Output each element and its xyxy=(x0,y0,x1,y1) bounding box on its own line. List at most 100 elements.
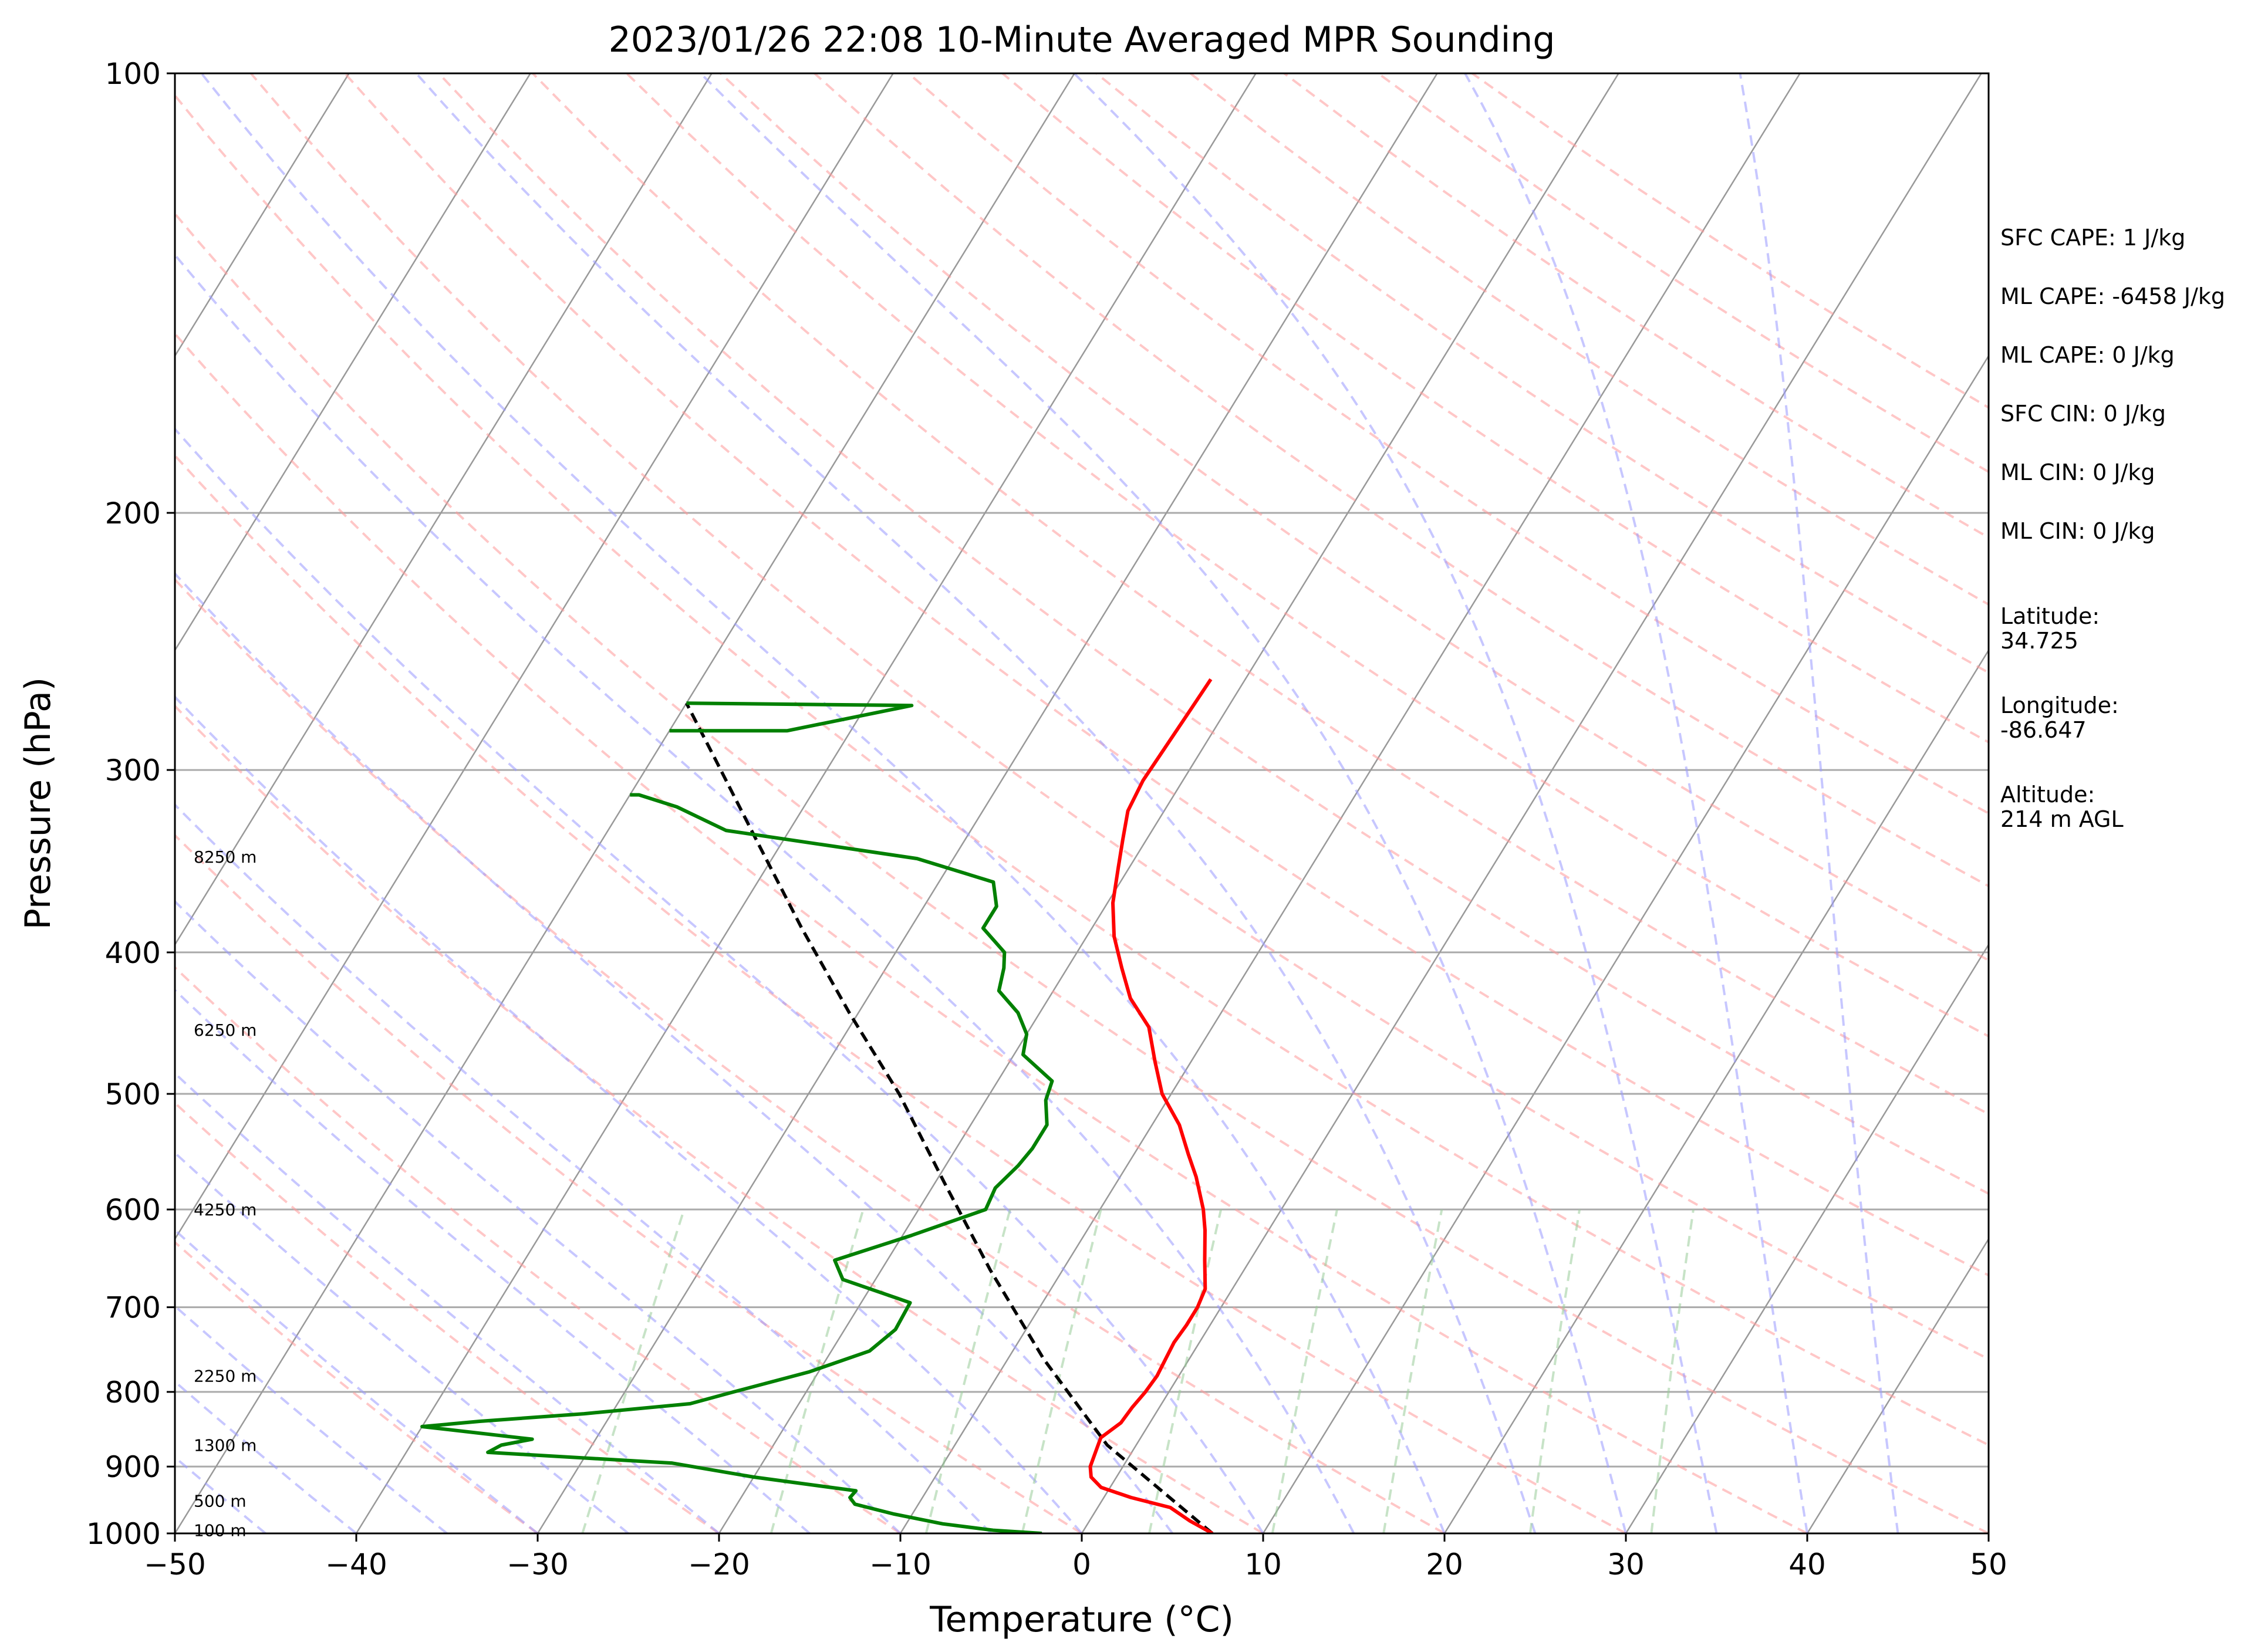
isotherm xyxy=(1081,73,1982,1533)
dry-adiabat xyxy=(175,1241,539,1533)
moist-adiabat xyxy=(700,73,1627,1533)
moist-adiabat xyxy=(1739,73,1899,1533)
isotherm xyxy=(175,73,350,357)
y-tick-label: 300 xyxy=(105,753,161,788)
height-label: 2250 m xyxy=(194,1367,256,1386)
location-value: 34.725 xyxy=(2000,628,2078,654)
moist-adiabat xyxy=(175,1072,720,1533)
isotherm xyxy=(1806,1237,1989,1533)
x-tick-label: −30 xyxy=(507,1547,569,1582)
moist-adiabat xyxy=(415,73,1537,1533)
mixing-ratio-line xyxy=(924,1209,1011,1533)
dry-adiabat xyxy=(249,73,1989,1361)
dry-adiabat xyxy=(175,332,1808,1533)
mixing-ratio-line xyxy=(1650,1209,1695,1533)
isotherm xyxy=(536,73,1438,1533)
y-tick-label: 800 xyxy=(105,1376,161,1410)
y-axis-title: Pressure (hPa) xyxy=(18,677,59,930)
x-tick-label: 10 xyxy=(1244,1547,1282,1582)
x-tick-label: 40 xyxy=(1788,1547,1826,1582)
stat-line: ML CIN: 0 J/kg xyxy=(2000,459,2155,485)
dry-adiabat xyxy=(175,93,1989,1447)
mixing-ratio-line xyxy=(1271,1209,1338,1533)
x-tick-label: 50 xyxy=(1970,1547,2007,1582)
dewpoint-spike-line xyxy=(669,701,914,733)
x-axis-title: Temperature (°C) xyxy=(929,1599,1234,1640)
stat-line: ML CAPE: -6458 J/kg xyxy=(2000,283,2225,309)
dewpoint-line xyxy=(420,793,1054,1533)
height-label: 1300 m xyxy=(194,1436,256,1455)
moist-adiabat xyxy=(175,253,1355,1533)
background-lines xyxy=(175,73,1989,1533)
location-label: Altitude: xyxy=(2000,782,2095,807)
y-tick-label: 700 xyxy=(105,1291,161,1325)
data-lines xyxy=(420,678,1214,1533)
stat-line: ML CIN: 0 J/kg xyxy=(2000,518,2155,544)
x-tick-label: 0 xyxy=(1072,1547,1091,1582)
mixing-ratio-line xyxy=(1021,1209,1102,1533)
dry-adiabat xyxy=(814,73,1989,888)
temperature-line xyxy=(1088,678,1213,1533)
isotherm xyxy=(1262,354,1989,1533)
isotherm xyxy=(175,73,531,652)
dry-adiabat xyxy=(175,704,1264,1533)
mixing-ratio-line xyxy=(1528,1209,1581,1533)
moist-adiabat xyxy=(175,695,1083,1533)
dry-adiabat xyxy=(720,73,1989,962)
dry-adiabat xyxy=(175,833,1083,1533)
dry-adiabat xyxy=(175,212,1989,1533)
y-tick-label: 100 xyxy=(105,57,161,91)
dry-adiabat xyxy=(438,73,1989,1195)
y-tick-label: 400 xyxy=(105,936,161,970)
x-tick-label: −40 xyxy=(325,1547,387,1582)
stat-line: SFC CIN: 0 J/kg xyxy=(2000,401,2166,427)
moist-adiabat xyxy=(175,1380,357,1533)
height-labels: 100 m 500 m 1300 m 2250 m 4250 m 6250 m 8250 m xyxy=(194,847,256,1540)
sounding-stats: SFC CAPE: 1 J/kg ML CAPE: -6458 J/kg ML CA… xyxy=(2000,225,2225,832)
moist-adiabat xyxy=(175,900,902,1533)
dry-adiabat xyxy=(532,73,1989,1116)
x-tick-label: −50 xyxy=(144,1547,206,1582)
y-tick-label: 500 xyxy=(105,1077,161,1111)
dry-adiabat xyxy=(175,454,1626,1533)
x-tick-label: −10 xyxy=(869,1547,932,1582)
x-axis: −50 −40 −30 −20 −10 0 10 20 30 40 50 xyxy=(144,1533,2007,1582)
y-axis: 100 200 300 400 500 600 700 800 900 1000 xyxy=(86,57,175,1551)
isotherm xyxy=(175,73,1075,1533)
moist-adiabat xyxy=(175,427,1264,1533)
dry-adiabat xyxy=(175,577,1445,1533)
dry-adiabat xyxy=(175,1101,720,1533)
stat-line: ML CAPE: 0 J/kg xyxy=(2000,342,2175,368)
y-tick-label: 1000 xyxy=(86,1517,161,1551)
moist-adiabat xyxy=(175,988,811,1533)
height-label: 6250 m xyxy=(194,1021,256,1040)
x-tick-label: 30 xyxy=(1607,1547,1645,1582)
isotherm xyxy=(1625,943,1989,1533)
isotherm xyxy=(1443,648,1989,1533)
location-value: 214 m AGL xyxy=(2000,806,2124,832)
mixing-ratio-line xyxy=(1382,1209,1443,1533)
location-label: Latitude: xyxy=(2000,603,2100,629)
location-value: -86.647 xyxy=(2000,717,2087,743)
x-tick-label: 20 xyxy=(1426,1547,1463,1582)
chart-title: 2023/01/26 22:08 10-Minute Averaged MPR … xyxy=(609,19,1555,60)
dry-adiabat xyxy=(344,73,1989,1277)
y-tick-label: 900 xyxy=(105,1450,161,1484)
height-label: 100 m xyxy=(194,1521,247,1540)
moist-adiabat xyxy=(200,73,1446,1533)
height-label: 8250 m xyxy=(194,847,256,867)
dry-adiabat xyxy=(626,73,1989,1038)
dry-adiabat xyxy=(1095,73,1989,674)
stat-line: SFC CAPE: 1 J/kg xyxy=(2000,225,2185,251)
isotherm xyxy=(175,73,894,1241)
moist-adiabat xyxy=(175,1305,448,1533)
isotherm xyxy=(355,73,1257,1533)
moist-adiabat xyxy=(1073,73,1718,1533)
height-label: 500 m xyxy=(194,1492,247,1511)
isotherm xyxy=(899,73,1801,1533)
x-tick-label: −20 xyxy=(688,1547,750,1582)
height-label: 4250 m xyxy=(194,1200,256,1219)
moist-adiabat xyxy=(1464,73,1808,1533)
